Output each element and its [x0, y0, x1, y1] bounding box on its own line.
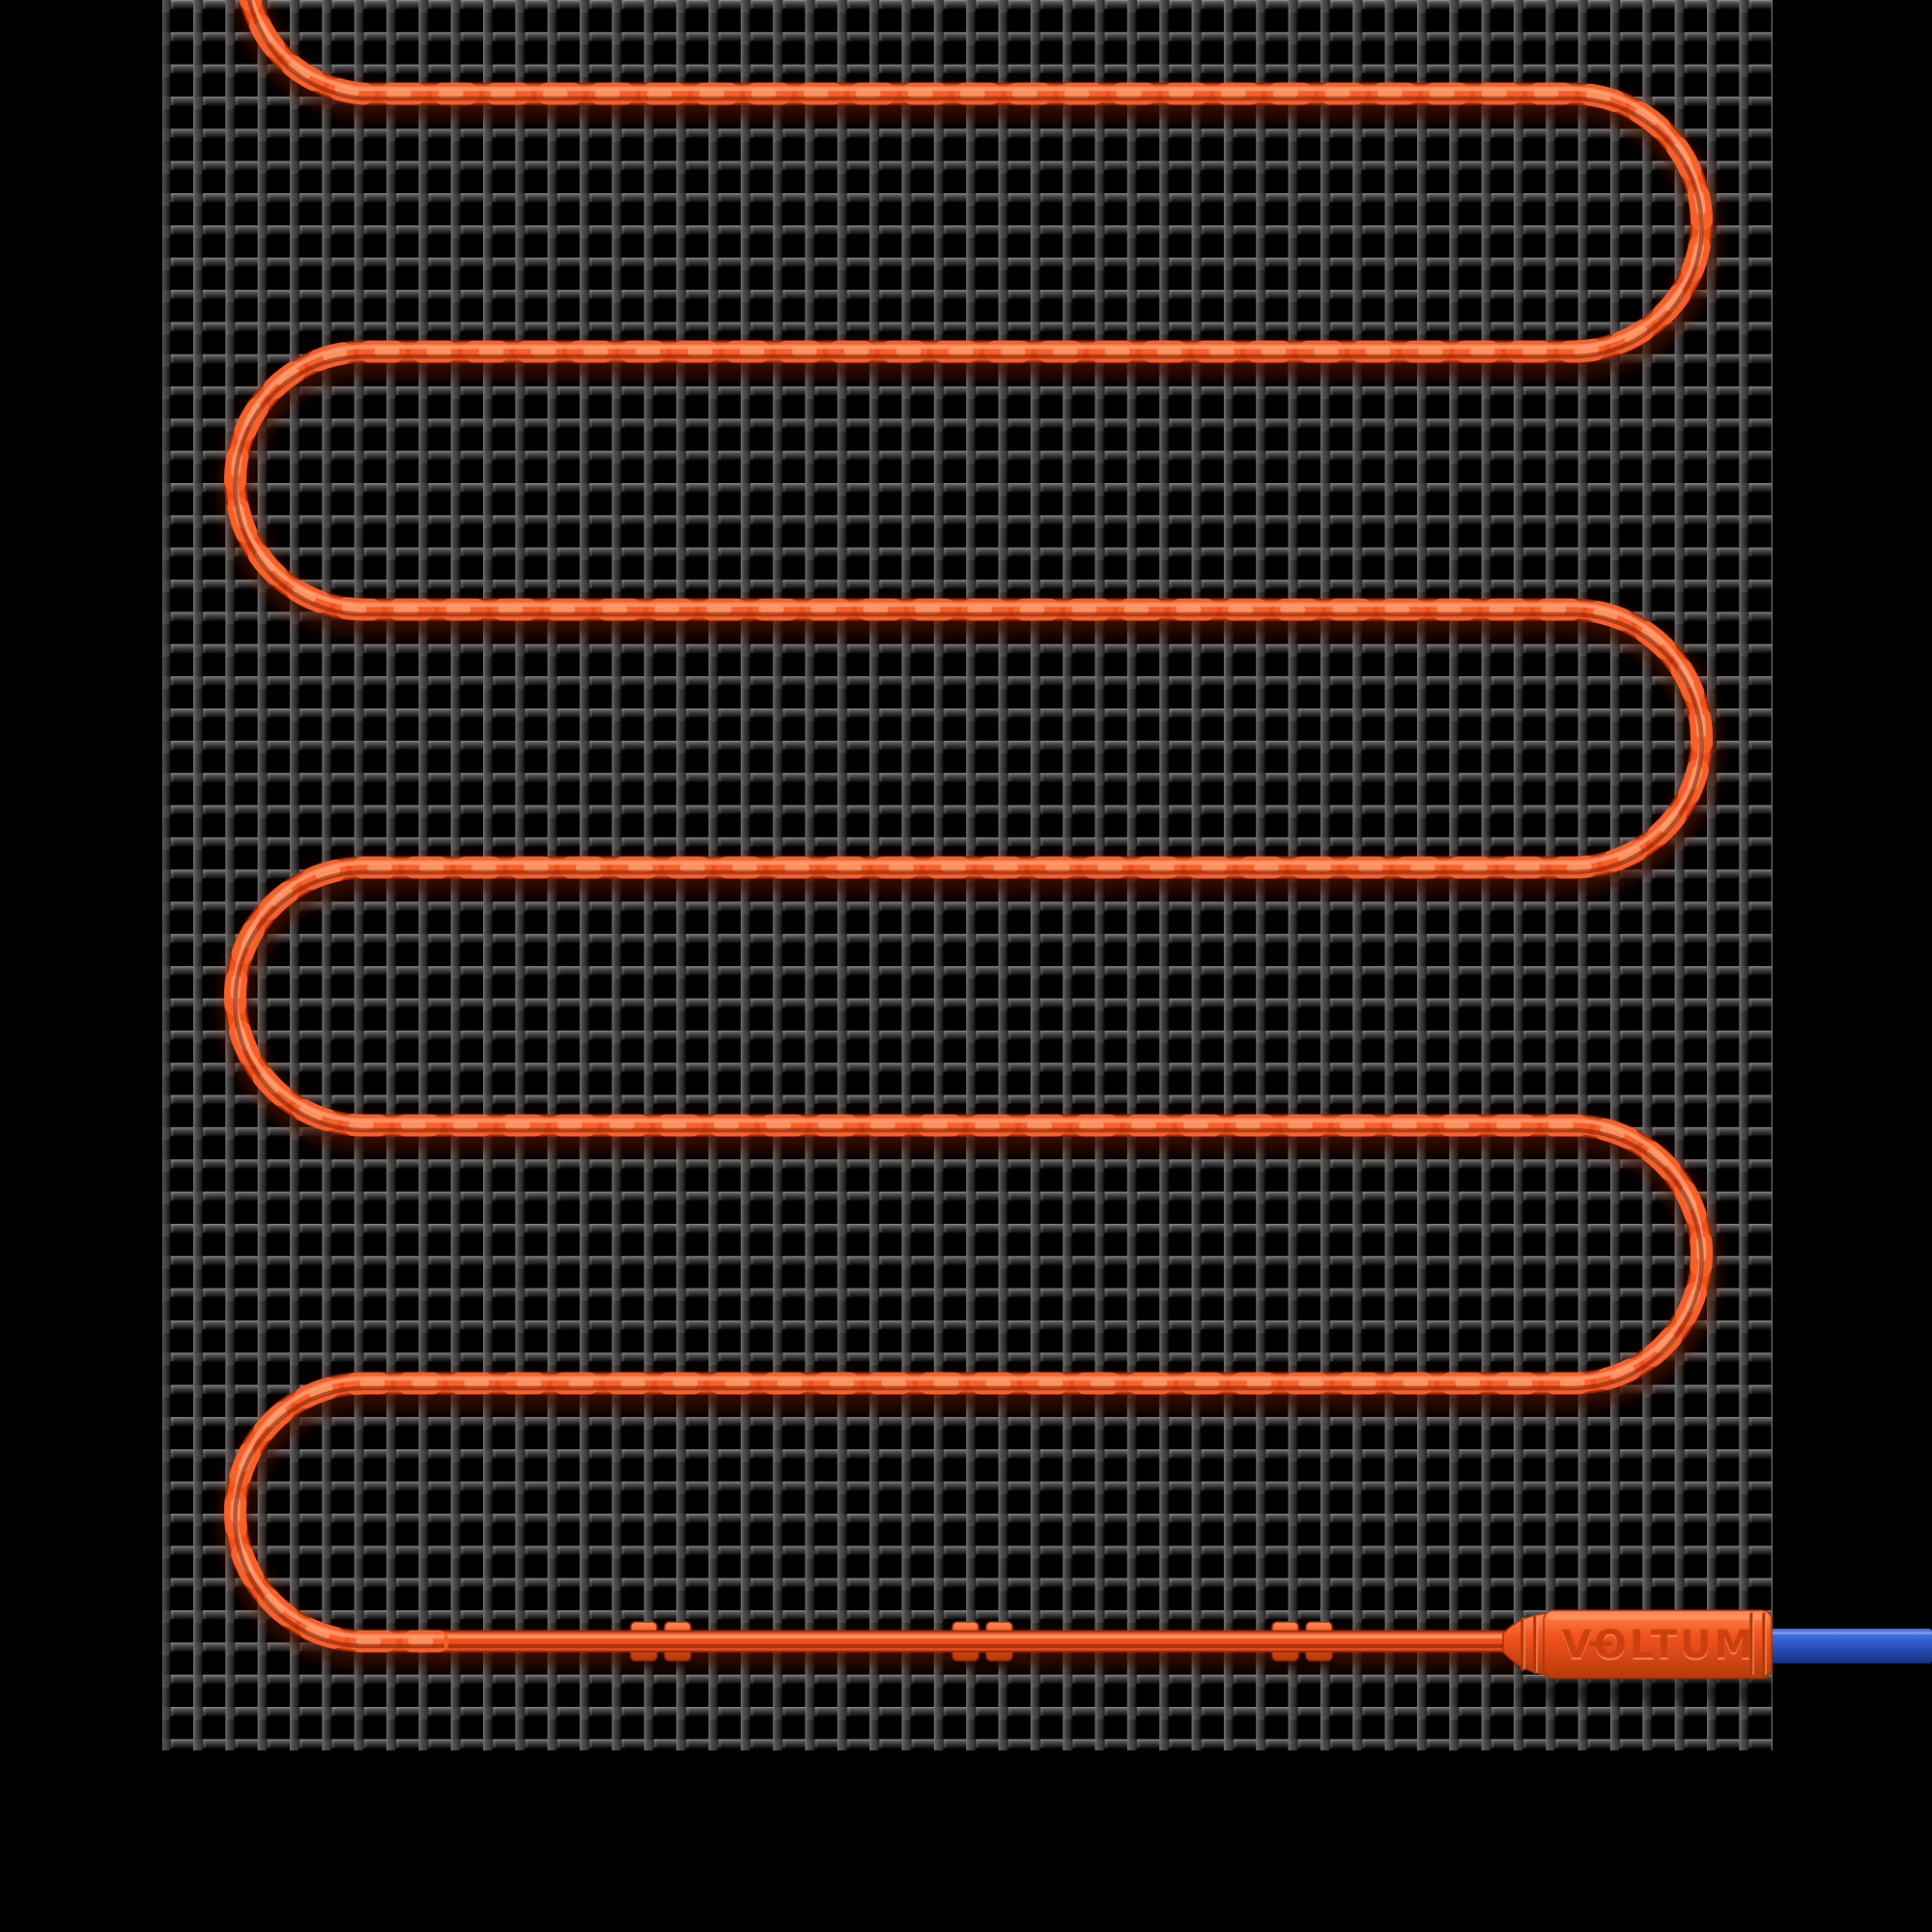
brand-label-emboss-light: VOLTUM [1562, 1625, 1756, 1669]
connector-ribs [1520, 1612, 1767, 1676]
connector-shadow [1519, 1683, 1777, 1699]
brand-label-dash [1589, 1641, 1612, 1646]
connector-body [1543, 1609, 1773, 1679]
power-cord [1766, 1629, 1932, 1663]
connector: VOLTUM VOLTUM [1502, 1609, 1777, 1699]
brand-label: VOLTUM VOLTUM [1562, 1623, 1756, 1669]
connector-top-highlight [1548, 1614, 1768, 1620]
cold-tail-cable [440, 1636, 1526, 1646]
